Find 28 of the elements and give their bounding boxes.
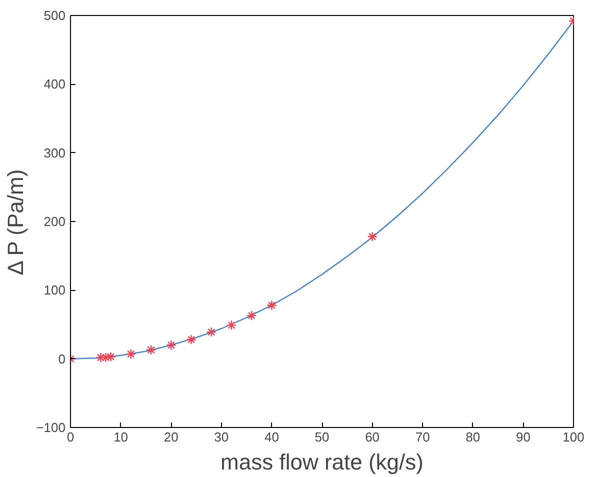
- x-tick-label: 80: [466, 430, 480, 444]
- y-tick-label: 300: [44, 145, 66, 160]
- y-tick-label: 100: [44, 282, 66, 298]
- x-tick-label: 60: [365, 430, 380, 444]
- point: [206, 326, 216, 338]
- y-tick-label: 400: [44, 76, 66, 92]
- x-tick-label: 50: [314, 430, 330, 444]
- y-tick-label: 0: [58, 351, 66, 366]
- y-tick-label: −100: [36, 420, 66, 435]
- x-axis-title: mass flow rate (kg/s): [220, 450, 424, 474]
- point: [266, 300, 277, 310]
- point: [146, 344, 156, 356]
- point: [166, 340, 176, 350]
- y-axis-title: Δ P (Pa/m): [3, 169, 28, 276]
- x-tick-label: 30: [214, 430, 229, 444]
- point: [367, 232, 378, 242]
- point: [226, 320, 237, 330]
- x-tick-label: 10: [114, 430, 128, 444]
- point: [246, 310, 257, 321]
- x-tick-label: 70: [415, 430, 430, 444]
- x-tick-label: 90: [516, 430, 530, 444]
- x-tick-label: 40: [264, 430, 279, 444]
- point: [126, 348, 136, 360]
- y-tick-label: 200: [44, 214, 66, 229]
- x-tick-label: 20: [164, 430, 178, 444]
- y-tick-label: 500: [44, 8, 66, 23]
- x-tick-label: 100: [562, 430, 584, 444]
- point: [186, 334, 196, 345]
